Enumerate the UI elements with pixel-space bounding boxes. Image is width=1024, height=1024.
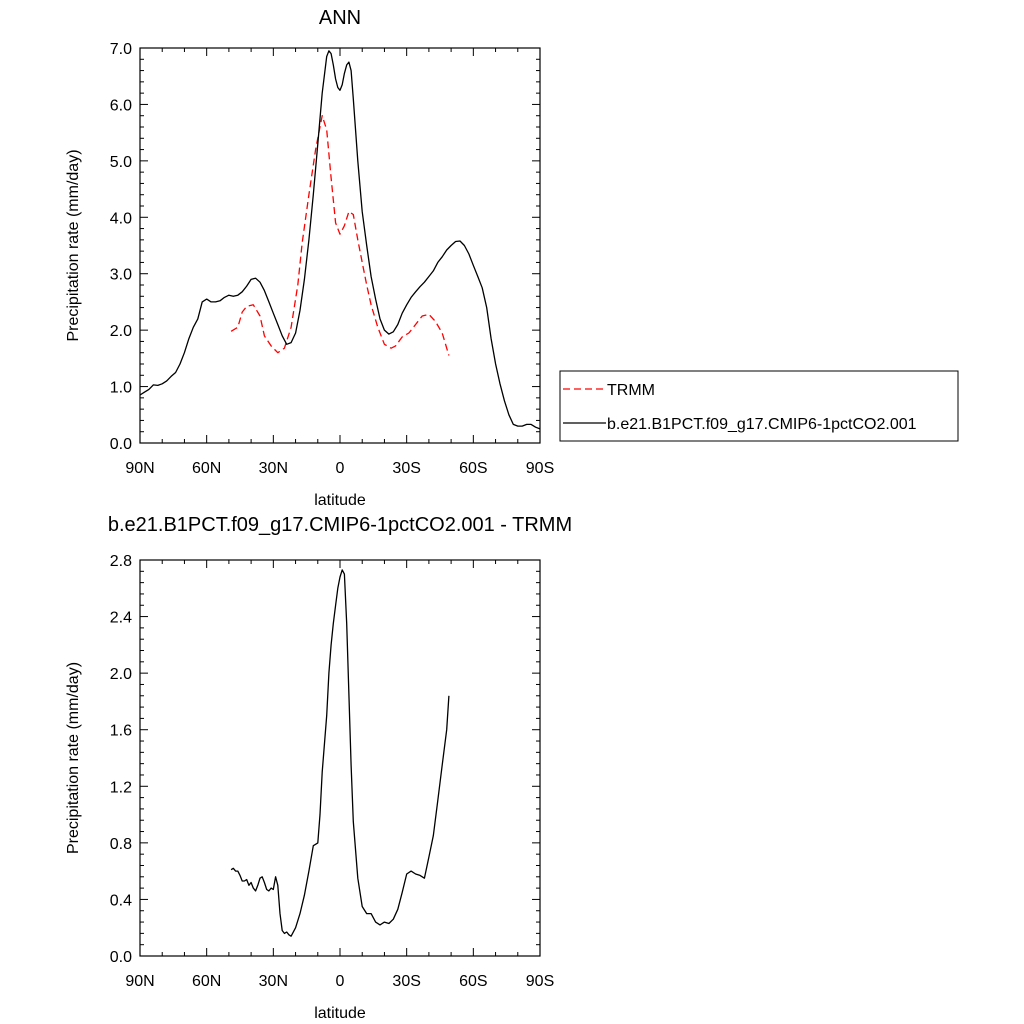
y-tick-label: 1.6 xyxy=(110,723,132,740)
x-tick-label: 0 xyxy=(336,460,345,477)
x-tick-label: 90S xyxy=(526,460,554,477)
series-line-difference xyxy=(230,569,450,937)
x-tick-label: 90N xyxy=(125,460,154,477)
y-tick-label: 0.4 xyxy=(110,892,132,909)
x-tick-label: 30N xyxy=(259,460,288,477)
x-tick-label: 90S xyxy=(526,973,554,990)
series-lines xyxy=(230,569,450,937)
y-tick-label: 2.0 xyxy=(110,666,132,683)
y-tick-label: 7.0 xyxy=(110,41,132,58)
legend: TRMM b.e21.B1PCT.f09_g17.CMIP6-1pctCO2.0… xyxy=(559,370,959,442)
x-tick-label: 30N xyxy=(259,973,288,990)
x-tick-labels: 90N 60N 30N 0 30S 60S 90S xyxy=(125,973,554,990)
x-tick-label: 60N xyxy=(192,460,221,477)
x-axis-label: latitude xyxy=(314,492,366,509)
series-line-model xyxy=(139,50,541,430)
y-tick-label: 2.0 xyxy=(110,323,132,340)
y-tick-label: 1.0 xyxy=(110,380,132,397)
x-tick-label: 60N xyxy=(192,973,221,990)
y-tick-label: 0.0 xyxy=(110,436,132,453)
annual-precipitation-panel: ANN 90N 60N 30N 0 30S 60S 90S 0.0 1.0 2.0 3.0 4.0 5… xyxy=(65,7,959,509)
x-tick-label: 30S xyxy=(392,460,420,477)
y-axis-label: Precipitation rate (mm/day) xyxy=(65,662,82,854)
x-tick-label: 90N xyxy=(125,973,154,990)
legend-label-trmm: TRMM xyxy=(607,382,655,399)
y-tick-label: 6.0 xyxy=(110,97,132,114)
legend-label-model: b.e21.B1PCT.f09_g17.CMIP6-1pctCO2.001 xyxy=(607,416,917,433)
y-tick-label: 1.2 xyxy=(110,779,132,796)
y-tick-labels: 0.0 0.4 0.8 1.2 1.6 2.0 2.4 2.8 xyxy=(110,553,132,966)
axis-ticks xyxy=(139,47,541,444)
plot-frame xyxy=(139,559,541,957)
difference-panel: b.e21.B1PCT.f09_g17.CMIP6-1pctCO2.001 - … xyxy=(65,514,572,1022)
y-tick-label: 2.8 xyxy=(110,553,132,570)
y-tick-label: 0.8 xyxy=(110,836,132,853)
x-axis-label: latitude xyxy=(314,1005,366,1022)
panel-title: ANN xyxy=(319,7,361,29)
y-tick-label: 4.0 xyxy=(110,210,132,227)
plot-area: 90N 60N 30N 0 30S 60S 90S 0.0 0.4 0.8 1.2 1.6 2.0 2.… xyxy=(110,553,554,990)
y-tick-label: 5.0 xyxy=(110,154,132,171)
legend-box xyxy=(559,370,959,442)
axis-ticks xyxy=(139,559,541,957)
x-tick-label: 60S xyxy=(459,973,487,990)
x-tick-labels: 90N 60N 30N 0 30S 60S 90S xyxy=(125,460,554,477)
x-tick-label: 30S xyxy=(392,973,420,990)
y-tick-labels: 0.0 1.0 2.0 3.0 4.0 5.0 6.0 7.0 xyxy=(110,41,132,453)
y-tick-label: 2.4 xyxy=(110,610,132,627)
panel-title: b.e21.B1PCT.f09_g17.CMIP6-1pctCO2.001 - … xyxy=(108,514,572,536)
x-tick-label: 60S xyxy=(459,460,487,477)
y-axis-label: Precipitation rate (mm/day) xyxy=(65,149,82,341)
plot-area: 90N 60N 30N 0 30S 60S 90S 0.0 1.0 2.0 3.0 4.0 5.0 6.… xyxy=(110,41,554,477)
y-tick-label: 0.0 xyxy=(110,949,132,966)
series-lines xyxy=(139,50,541,430)
series-line-trmm xyxy=(230,115,450,356)
y-tick-label: 3.0 xyxy=(110,267,132,284)
x-tick-label: 0 xyxy=(336,973,345,990)
plot-frame xyxy=(139,47,541,444)
